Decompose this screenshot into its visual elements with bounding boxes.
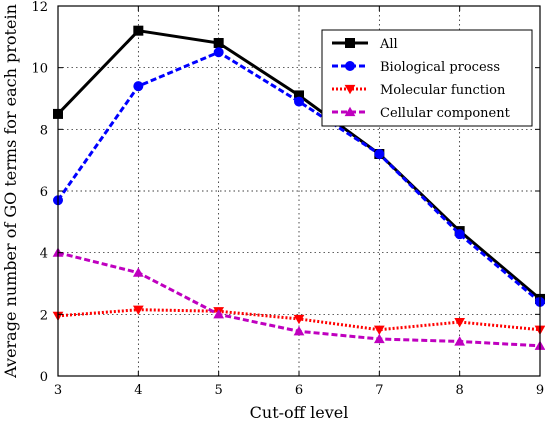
data-point [213,47,224,58]
data-point [133,81,144,92]
data-point [293,314,305,325]
legend: All Biological process Molecular function C… [321,29,533,127]
x-tick-label: 4 [134,383,142,398]
x-tick-label: 6 [295,383,303,398]
x-tick-label: 7 [375,383,383,398]
x-tick-label: 3 [54,383,62,398]
y-tick-label: 2 [40,308,48,323]
series [52,247,545,350]
y-tick-label: 8 [40,123,48,138]
y-tick-label: 12 [31,0,48,15]
data-point [344,106,356,117]
data-point [345,38,355,48]
y-tick-label: 10 [31,62,48,77]
data-point [454,336,466,346]
data-point [213,309,225,319]
data-point [373,325,385,336]
x-axis-label: Cut-off level [250,403,349,422]
data-point [373,333,385,344]
y-tick-label: 6 [40,185,48,200]
x-tick-label: 5 [215,383,223,398]
data-point [293,326,305,336]
x-tick-label: 9 [536,383,544,398]
data-point [344,84,356,95]
y-tick-label: 0 [40,370,48,385]
data-point [294,96,304,107]
data-point [374,149,385,159]
data-point [345,61,355,71]
legend-label: Cellular component [380,106,511,121]
data-point [132,267,144,277]
data-point [132,305,144,315]
legend-label: Molecular function [380,83,506,98]
x-tick-label: 8 [456,383,464,398]
data-point [133,25,144,36]
y-tick-label: 4 [40,247,48,262]
legend-label: Biological process [380,60,500,75]
data-point [213,38,224,48]
data-point [454,317,466,328]
legend-label: All [379,37,398,52]
data-point [454,229,465,240]
axis-ticks: 3 4 5 6 7 8 9 0 2 4 6 8 10 12 [31,0,544,398]
legend-box [321,29,533,127]
y-axis-label: Average number of GO terms for each prot… [1,4,20,379]
